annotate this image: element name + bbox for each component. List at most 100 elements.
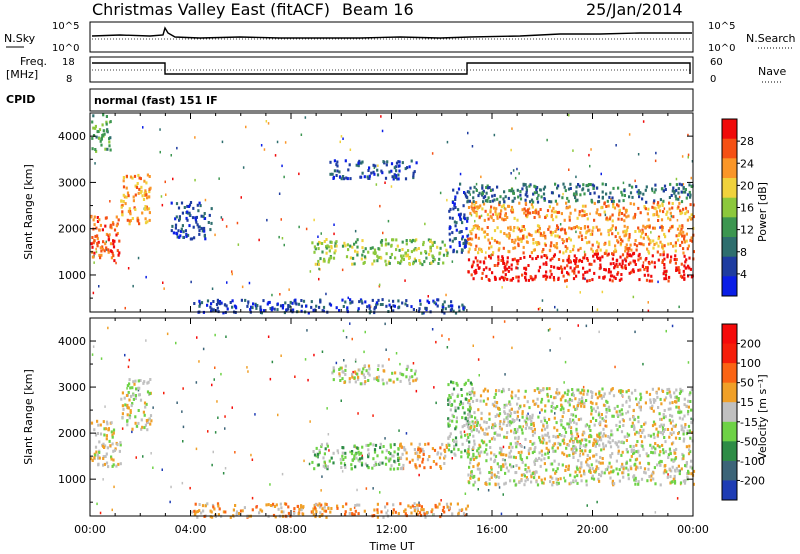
velocity-echo-cell bbox=[467, 378, 470, 382]
power-echo-cell bbox=[112, 239, 115, 243]
power-echo-cell bbox=[588, 262, 591, 266]
power-speckle bbox=[237, 243, 240, 246]
velocity-echo-cell bbox=[633, 451, 636, 455]
power-echo-cell bbox=[583, 210, 586, 214]
power-echo-cell bbox=[685, 258, 688, 262]
power-echo-cell bbox=[174, 226, 177, 230]
power-echo-cell bbox=[384, 259, 387, 263]
velocity-echo-cell bbox=[589, 433, 592, 437]
power-echo-cell bbox=[313, 250, 316, 254]
power-echo-cell bbox=[344, 244, 347, 248]
velocity-echo-cell bbox=[112, 449, 115, 453]
power-echo-cell bbox=[661, 228, 664, 232]
power-echo-cell bbox=[537, 212, 540, 216]
velocity-echo-cell bbox=[557, 435, 560, 439]
velocity-echo-cell bbox=[326, 444, 329, 448]
power-echo-cell bbox=[372, 163, 375, 167]
power-echo-cell bbox=[624, 259, 628, 263]
velocity-echo-cell bbox=[527, 466, 530, 470]
power-echo-cell bbox=[589, 232, 592, 236]
power-echo-cell bbox=[381, 298, 384, 302]
power-echo-cell bbox=[525, 190, 528, 194]
power-echo-cell bbox=[603, 210, 606, 214]
power-echo-cell bbox=[638, 195, 641, 199]
power-echo-cell bbox=[643, 267, 646, 271]
power-echo-cell bbox=[684, 212, 687, 216]
power-echo-cell bbox=[146, 173, 149, 177]
power-echo-cell bbox=[585, 231, 588, 235]
power-echo-cell bbox=[329, 172, 332, 176]
velocity-echo-cell bbox=[341, 377, 344, 381]
velocity-echo-cell bbox=[209, 509, 212, 513]
power-echo-cell bbox=[507, 269, 510, 273]
power-speckle bbox=[172, 177, 174, 181]
velocity-speckle bbox=[231, 406, 233, 409]
power-echo-cell bbox=[317, 247, 320, 251]
power-echo-cell bbox=[91, 147, 94, 151]
power-echo-cell bbox=[395, 248, 398, 252]
velocity-echo-cell bbox=[671, 419, 674, 423]
power-echo-cell bbox=[510, 267, 513, 271]
velocity-echo-cell bbox=[329, 510, 332, 514]
power-echo-cell bbox=[575, 257, 578, 260]
velocity-speckle bbox=[195, 447, 198, 451]
velocity-colorbar-segment bbox=[722, 363, 737, 384]
power-speckle bbox=[537, 307, 540, 311]
power-echo-cell bbox=[674, 241, 677, 245]
power-colorbar-segment bbox=[722, 119, 737, 140]
power-echo-cell bbox=[317, 259, 320, 263]
velocity-speckle bbox=[522, 425, 524, 428]
velocity-echo-cell bbox=[661, 425, 664, 429]
power-speckle bbox=[281, 164, 283, 168]
power-echo-cell bbox=[628, 195, 631, 199]
power-echo-cell bbox=[582, 256, 585, 260]
velocity-echo-cell bbox=[497, 475, 501, 479]
power-echo-cell bbox=[524, 267, 528, 271]
power-echo-cell bbox=[462, 306, 465, 310]
power-echo-cell bbox=[638, 229, 641, 233]
cpid-value: normal (fast) 151 IF bbox=[94, 94, 218, 107]
power-echo-cell bbox=[522, 251, 525, 255]
power-echo-cell bbox=[225, 304, 228, 308]
power-echo-cell bbox=[641, 265, 644, 268]
power-echo-cell bbox=[544, 236, 547, 240]
power-echo-cell bbox=[538, 265, 542, 269]
velocity-speckle bbox=[527, 412, 529, 416]
power-echo-cell bbox=[346, 243, 349, 247]
velocity-speckle bbox=[271, 360, 274, 364]
power-echo-cell bbox=[686, 193, 690, 197]
power-echo-cell bbox=[491, 199, 494, 203]
velocity-echo-cell bbox=[472, 452, 475, 456]
power-echo-cell bbox=[200, 226, 203, 230]
power-echo-cell bbox=[609, 191, 612, 195]
power-echo-cell bbox=[620, 273, 623, 276]
velocity-echo-cell bbox=[534, 445, 537, 449]
velocity-echo-cell bbox=[146, 381, 149, 385]
power-echo-cell bbox=[502, 218, 505, 222]
power-echo-cell bbox=[648, 242, 651, 246]
velocity-speckle bbox=[207, 430, 209, 433]
power-echo-cell bbox=[568, 215, 571, 219]
velocity-echo-cell bbox=[97, 462, 100, 466]
velocity-echo-cell bbox=[692, 469, 696, 473]
velocity-echo-cell bbox=[350, 452, 354, 456]
velocity-echo-cell bbox=[604, 415, 608, 419]
power-echo-cell bbox=[542, 248, 545, 251]
power-echo-cell bbox=[657, 205, 660, 209]
power-echo-cell bbox=[362, 261, 365, 265]
velocity-echo-cell bbox=[497, 414, 501, 418]
power-echo-cell bbox=[619, 241, 623, 245]
velocity-echo-cell bbox=[651, 387, 654, 391]
velocity-echo-cell bbox=[491, 426, 494, 430]
power-echo-cell bbox=[618, 262, 621, 266]
power-speckle bbox=[687, 133, 689, 137]
power-echo-cell bbox=[623, 219, 626, 223]
power-echo-cell bbox=[341, 298, 344, 302]
power-echo-cell bbox=[680, 227, 683, 231]
power-echo-cell bbox=[650, 260, 653, 264]
power-echo-cell bbox=[454, 206, 457, 209]
velocity-echo-cell bbox=[126, 423, 129, 427]
velocity-echo-cell bbox=[667, 407, 670, 411]
power-echo-cell bbox=[98, 218, 101, 222]
velocity-echo-cell bbox=[498, 412, 502, 416]
